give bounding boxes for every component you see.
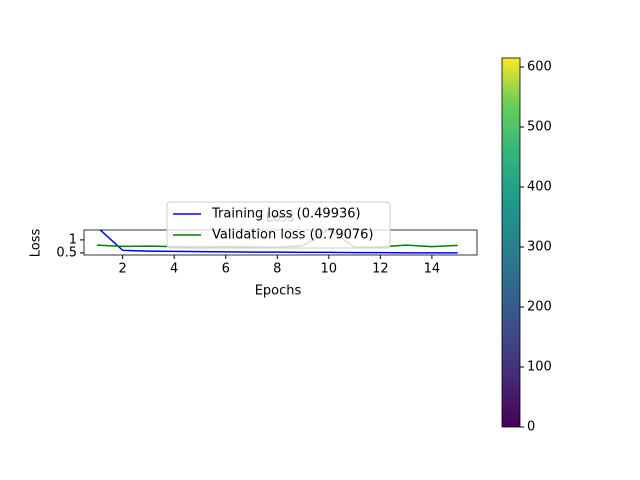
x-tick-label: 8 [273,262,281,277]
colorbar [501,57,521,428]
colorbar-tick-label: 500 [527,120,552,135]
x-tick-label: 4 [170,262,178,277]
colorbar-tick-label: 400 [527,180,552,195]
line-series [99,230,458,254]
legend-label: Training loss (0.49936) [211,207,361,222]
x-tick-label: 10 [321,262,338,277]
y-tick-label: 1 [69,232,77,247]
colorbar-tick-label: 200 [527,300,552,315]
x-tick-label: 14 [424,262,441,277]
x-tick-label: 12 [372,262,389,277]
legend-label: Validation loss (0.79076) [212,228,373,243]
x-tick-label: 6 [222,262,230,277]
colorbar-tick-label: 600 [527,60,552,75]
x-axis-label: Epochs [255,284,302,299]
x-tick-label: 2 [119,262,127,277]
colorbar-tick-label: 0 [527,420,535,435]
legend-box [166,201,391,249]
y-tick-label: 0.5 [56,245,77,260]
colorbar-tick-label: 300 [527,240,552,255]
colorbar-tick-label: 100 [527,360,552,375]
y-axis-label: Loss [29,229,44,258]
